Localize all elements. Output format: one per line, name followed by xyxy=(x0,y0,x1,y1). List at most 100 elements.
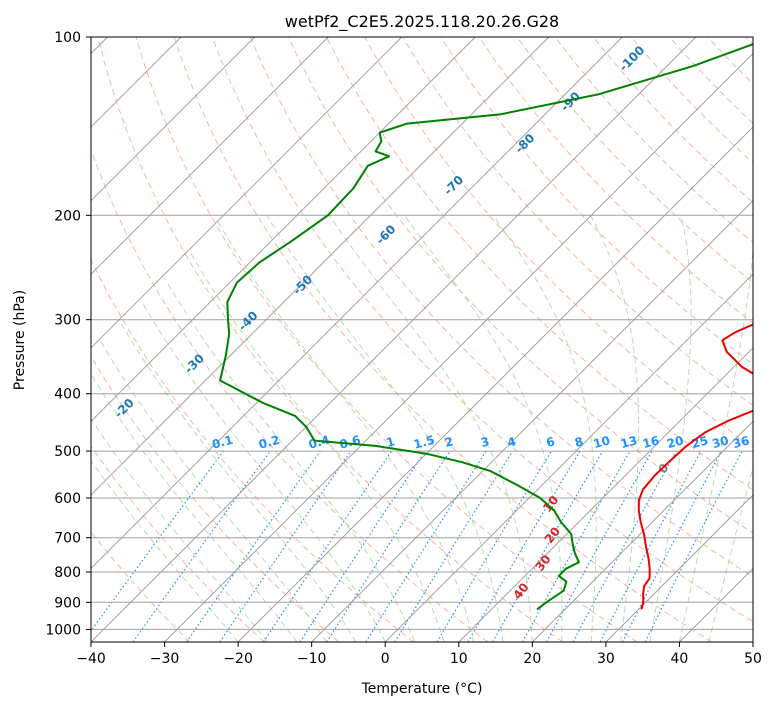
x-tick-label: 0 xyxy=(381,651,390,667)
dry-adiabat xyxy=(135,37,638,642)
moist-adiabat xyxy=(141,301,386,642)
mixing-ratio-label: 0.6 xyxy=(338,433,362,452)
isotherm xyxy=(605,494,753,642)
mixing-ratio-line xyxy=(219,450,352,642)
mixing-ratio-line xyxy=(467,450,581,642)
dry-adiabat-label: 20 xyxy=(542,524,563,546)
dry-adiabat xyxy=(91,148,489,642)
dry-adiabat xyxy=(91,355,340,642)
isotherm xyxy=(91,37,256,202)
dry-adiabat xyxy=(592,37,753,204)
mixing-ratio-label: 8 xyxy=(573,434,585,450)
moist-adiabat xyxy=(492,215,597,642)
isobars xyxy=(91,37,753,630)
isotherm-label: -100 xyxy=(616,43,647,74)
isotherm-label: -80 xyxy=(512,131,537,156)
mixing-ratio-lines xyxy=(91,450,743,642)
x-tick-label: 20 xyxy=(523,651,541,667)
mixing-ratio-label: 2 xyxy=(443,434,455,450)
mixing-ratio-line xyxy=(436,450,553,642)
mixing-ratio-line xyxy=(365,450,487,642)
moist-adiabat xyxy=(189,251,445,642)
isotherm xyxy=(237,126,753,642)
x-tick-label: −40 xyxy=(76,651,106,667)
dry-adiabat xyxy=(287,37,753,534)
mixing-ratio-label: 36 xyxy=(731,433,751,451)
dry-adiabats xyxy=(91,37,753,642)
y-tick-label: 500 xyxy=(54,444,81,460)
mixing-ratio-label: 1.5 xyxy=(412,433,436,452)
mixing-ratio-line xyxy=(186,450,321,642)
mixing-ratio-label: 25 xyxy=(690,433,710,451)
mixing-ratio-line xyxy=(326,450,451,642)
y-axis-label: Pressure (hPa) xyxy=(12,290,28,390)
isotherm xyxy=(458,347,753,642)
isotherm xyxy=(91,37,403,349)
mixing-ratio-line xyxy=(394,450,514,642)
isotherm xyxy=(91,37,476,423)
isotherm-label: -20 xyxy=(112,396,137,421)
x-tick-label: 10 xyxy=(450,651,468,667)
isotherm xyxy=(91,37,623,570)
x-tick-label: 30 xyxy=(597,651,615,667)
dry-adiabat xyxy=(249,37,753,578)
mixing-ratio-label: 30 xyxy=(710,433,730,451)
moist-adiabat xyxy=(403,215,563,642)
plot-frame xyxy=(90,36,754,643)
moist-adiabat xyxy=(217,221,474,642)
dewpoint-profile xyxy=(219,43,753,611)
isotherm-label: -10 xyxy=(67,414,92,439)
isotherm xyxy=(752,641,753,642)
isotherm xyxy=(384,273,753,642)
moist-adiabat xyxy=(99,340,327,642)
moist-adiabat xyxy=(91,459,239,642)
dry-adiabat xyxy=(91,445,265,642)
moist-adiabat xyxy=(328,215,533,642)
y-tick-label: 200 xyxy=(54,208,81,224)
x-axis: −40 −30 −20 −10 0 10 20 30 40 50 xyxy=(76,642,762,667)
dry-adiabat-label: 10 xyxy=(540,493,561,515)
temperature-profile xyxy=(637,323,753,610)
dry-adiabat xyxy=(211,37,753,623)
y-axis: 100 200 300 400 500 600 700 800 900 1000 xyxy=(45,30,91,638)
dry-adiabat xyxy=(707,37,753,85)
mixing-ratio-label: 4 xyxy=(506,434,518,450)
isotherm-label: -60 xyxy=(373,222,398,247)
isotherm-label: -40 xyxy=(235,308,260,333)
dry-adiabat xyxy=(97,37,563,642)
y-tick-label: 900 xyxy=(54,595,81,611)
mixing-ratio-line xyxy=(91,450,224,632)
moist-adiabat xyxy=(649,215,692,642)
x-tick-label: −10 xyxy=(297,651,327,667)
dry-adiabat xyxy=(173,37,713,642)
isotherm-label: -70 xyxy=(441,173,466,198)
mixing-ratio-label: 1 xyxy=(385,434,397,450)
y-tick-label: 600 xyxy=(54,491,81,507)
moist-adiabat xyxy=(266,215,504,642)
mixing-ratio-line xyxy=(644,450,743,642)
dry-adiabat xyxy=(91,531,191,642)
y-tick-label: 1000 xyxy=(45,622,81,638)
isotherm xyxy=(311,199,753,642)
x-axis-label: Temperature (°C) xyxy=(361,681,483,697)
plot-area: 0.1 0.2 0.4 0.6 1 1.5 2 3 4 6 8 10 13 16 20 25 30 3601020… xyxy=(67,37,753,642)
mixing-ratio-line xyxy=(521,450,631,642)
y-tick-label: 400 xyxy=(54,387,81,403)
y-tick-label: 800 xyxy=(54,565,81,581)
mixing-ratio-label: 20 xyxy=(665,433,685,451)
moist-adiabats xyxy=(91,215,753,642)
isotherm-label: -30 xyxy=(182,351,207,376)
mixing-ratio-line xyxy=(262,450,392,642)
moist-adiabat xyxy=(121,323,357,642)
mixing-ratio-label: 10 xyxy=(592,433,612,451)
moist-adiabat xyxy=(678,246,753,642)
isotherms xyxy=(91,37,753,642)
profiles xyxy=(219,43,753,611)
moist-adiabat xyxy=(589,215,640,642)
isotherm xyxy=(164,52,753,642)
dry-adiabat xyxy=(478,37,753,324)
dry-adiabat xyxy=(326,37,753,491)
dry-adiabat xyxy=(745,37,753,46)
y-tick-label: 700 xyxy=(54,531,81,547)
mixing-ratio-line xyxy=(572,450,677,642)
